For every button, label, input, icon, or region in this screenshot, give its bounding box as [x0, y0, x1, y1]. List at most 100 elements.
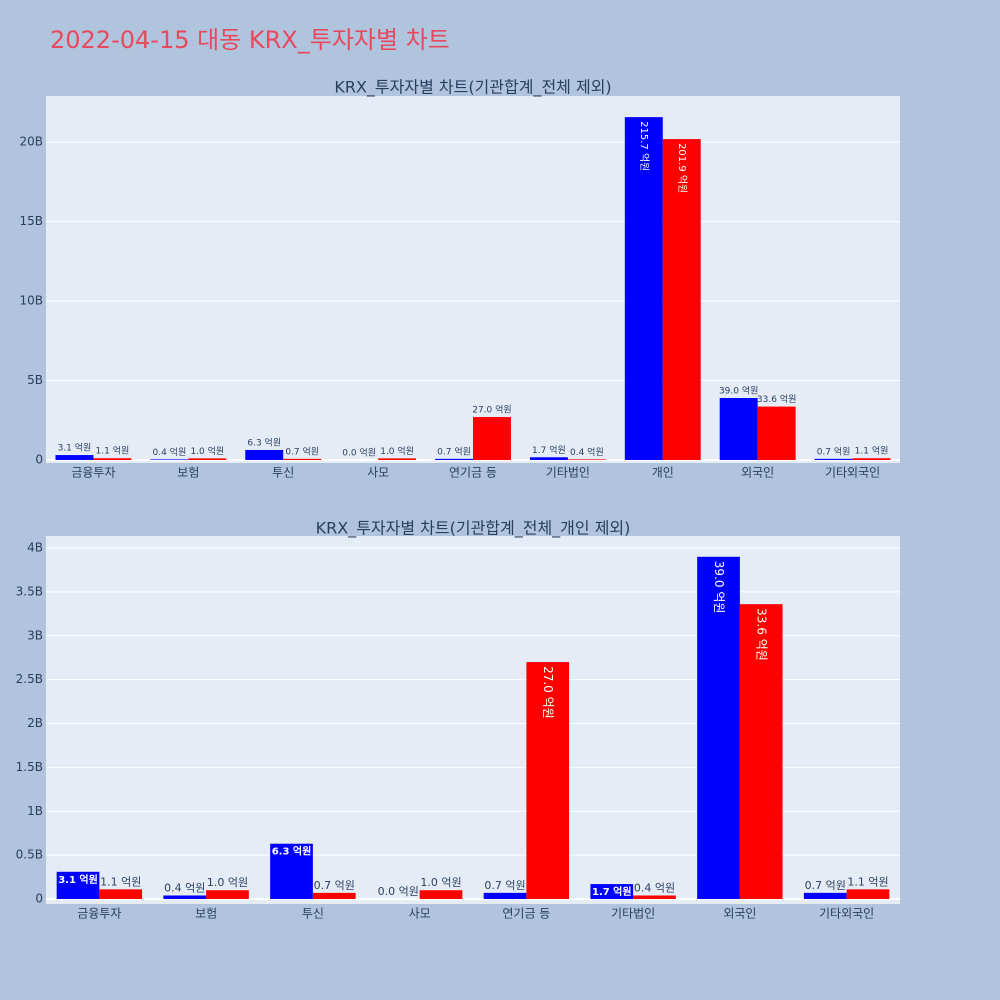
x-tick-label: 투신	[272, 466, 294, 480]
value-label: 0.7 억원	[817, 445, 851, 457]
y-tick-label: 4B	[27, 541, 43, 555]
bar	[719, 397, 758, 460]
value-label: 3.1 억원	[58, 873, 98, 886]
x-tick-label: 기타법인	[611, 907, 655, 921]
y-tick-label: 3.5B	[16, 584, 43, 598]
value-label: 0.0 억원	[342, 446, 376, 458]
value-label: 0.7 억원	[484, 879, 525, 892]
value-label: 6.3 억원	[272, 845, 312, 858]
x-tick-label: 보험	[195, 907, 217, 921]
bar	[435, 458, 473, 460]
bar	[757, 406, 796, 460]
x-tick-label: 기타외국인	[819, 907, 874, 921]
y-tick-label: 0.5B	[16, 848, 43, 862]
bar	[846, 889, 890, 899]
bar	[633, 895, 676, 899]
bar	[206, 890, 249, 899]
value-label: 27.0 억원	[472, 404, 511, 416]
x-tick-label: 연기금 등	[449, 466, 497, 480]
x-tick-label: 기타외국인	[825, 466, 880, 480]
value-label: 1.7 억원	[592, 885, 632, 898]
value-label: 1.0 억원	[420, 876, 461, 889]
value-label: 39.0 억원	[712, 561, 726, 614]
y-tick-label: 10B	[19, 294, 43, 308]
value-label: 3.1 억원	[58, 442, 92, 454]
value-label: 0.4 억원	[570, 446, 604, 458]
value-label: 1.0 억원	[190, 445, 224, 457]
value-label-group: 39.0 억원	[712, 561, 726, 614]
bar	[419, 890, 463, 899]
chart-title: KRX_투자자별 차트(기관합계_전체 제외)	[334, 78, 611, 98]
bar	[55, 455, 94, 460]
bar	[93, 458, 132, 460]
bar	[803, 892, 847, 899]
bar	[529, 457, 568, 460]
value-label: 0.4 억원	[164, 881, 205, 894]
bar	[739, 604, 783, 899]
value-label: 1.1 억원	[855, 445, 889, 457]
value-label: 27.0 억원	[541, 666, 555, 719]
x-tick-label: 사모	[367, 466, 389, 480]
bar	[56, 871, 100, 899]
value-label: 215.7 억원	[638, 121, 650, 171]
page-title: 2022-04-15 대동 KRX_투자자별 차트	[50, 26, 450, 54]
value-label: 0.4 억원	[152, 446, 186, 458]
y-tick-label: 15B	[19, 214, 43, 228]
y-tick-label: 0	[35, 452, 43, 466]
bar	[150, 459, 189, 460]
y-tick-label: 1B	[27, 804, 43, 818]
x-tick-label: 금융투자	[71, 466, 115, 480]
bar	[473, 417, 511, 460]
value-label: 33.6 억원	[755, 608, 769, 661]
value-label: 0.7 억원	[805, 879, 846, 892]
x-tick-label: 사모	[409, 907, 431, 921]
x-tick-label: 외국인	[723, 907, 756, 921]
x-tick-label: 금융투자	[77, 907, 121, 921]
value-label: 201.9 억원	[676, 143, 688, 193]
y-tick-label: 1.5B	[16, 760, 43, 774]
bar	[590, 884, 634, 899]
value-label: 39.0 억원	[719, 384, 758, 396]
value-label: 0.7 억원	[285, 445, 319, 457]
bar	[526, 662, 570, 899]
y-tick-label: 3B	[27, 628, 43, 642]
value-label: 1.0 억원	[380, 445, 414, 457]
y-tick-label: 5B	[27, 373, 43, 387]
value-label-group: 27.0 억원	[541, 666, 555, 719]
bar	[378, 458, 417, 460]
x-tick-label: 개인	[652, 466, 674, 480]
bar	[852, 458, 891, 460]
bar	[245, 449, 284, 460]
x-tick-label: 외국인	[741, 466, 774, 480]
value-label: 1.0 억원	[207, 876, 248, 889]
bar	[312, 892, 356, 899]
bar	[567, 459, 606, 460]
bar	[662, 139, 701, 460]
value-label: 1.1 억원	[847, 875, 888, 888]
bar	[483, 892, 527, 899]
value-label: 0.7 억원	[314, 879, 355, 892]
bar	[163, 895, 207, 899]
x-tick-label: 보험	[177, 466, 199, 480]
x-tick-label: 연기금 등	[502, 907, 550, 921]
chart-title: KRX_투자자별 차트(기관합계_전체_개인 제외)	[316, 519, 631, 539]
value-label: 1.7 억원	[532, 444, 566, 456]
x-tick-label: 기타법인	[546, 466, 590, 480]
bar	[283, 458, 322, 460]
value-label: 1.1 억원	[100, 875, 141, 888]
value-label: 0.7 억원	[437, 445, 471, 457]
value-label: 0.4 억원	[634, 881, 675, 894]
y-tick-label: 2B	[27, 716, 43, 730]
bar	[270, 843, 313, 899]
value-label: 33.6 억원	[757, 393, 796, 405]
bar	[624, 117, 663, 460]
y-tick-label: 20B	[19, 135, 43, 149]
bar	[814, 458, 853, 460]
y-tick-label: 0	[35, 891, 43, 905]
bar	[188, 458, 227, 460]
value-label: 0.0 억원	[378, 885, 419, 898]
x-tick-label: 투신	[302, 907, 324, 921]
value-label-group: 33.6 억원	[755, 608, 769, 661]
bar	[697, 556, 740, 899]
